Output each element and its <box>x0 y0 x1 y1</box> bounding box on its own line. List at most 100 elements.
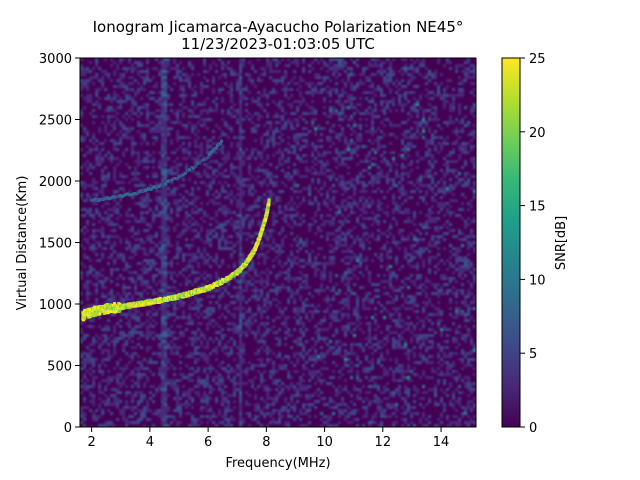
echo-cell <box>107 197 111 201</box>
echo-cell <box>122 306 126 310</box>
y-tick-label: 0 <box>64 421 72 436</box>
echo-cell <box>118 302 122 306</box>
echo-cell <box>214 146 218 150</box>
heatmap-plot-area <box>80 58 476 427</box>
echo-cell <box>160 183 164 187</box>
echo-cell <box>256 240 260 244</box>
echo-cell <box>126 192 130 196</box>
echo-cell <box>187 168 191 172</box>
colorbar-label: SNR[dB] <box>554 216 569 270</box>
echo-cell <box>131 192 135 196</box>
chart-title: Ionogram Jicamarca-Ayacucho Polarization… <box>93 18 464 36</box>
echo-cell <box>206 155 210 159</box>
echo-cell <box>105 303 109 307</box>
echo-cell <box>91 311 95 315</box>
echo-cell <box>118 309 122 313</box>
echo-cell <box>141 190 145 194</box>
x-tick-label: 14 <box>433 435 450 450</box>
echo-cell <box>103 307 107 311</box>
echo-cell <box>122 193 126 197</box>
echo-cell <box>159 183 163 187</box>
colorbar-tick-label: 5 <box>529 347 537 362</box>
echo-cell <box>170 295 174 299</box>
echo-cell <box>232 274 236 278</box>
echo-cell <box>132 301 136 305</box>
noise-background <box>80 58 476 427</box>
echo-cell <box>235 272 239 276</box>
echo-cell <box>83 316 87 320</box>
echo-cell <box>93 197 97 201</box>
echo-cell <box>220 139 224 143</box>
echo-cell <box>202 286 206 290</box>
echo-cell <box>124 192 128 196</box>
echo-cell <box>245 260 249 264</box>
echo-cell <box>108 303 112 307</box>
echo-cell <box>98 312 102 316</box>
echo-cell <box>104 304 108 308</box>
echo-cell <box>198 161 202 165</box>
echo-cell <box>179 173 183 177</box>
echo-cell <box>211 285 215 289</box>
chart-subtitle: 11/23/2023-01:03:05 UTC <box>181 35 375 53</box>
y-tick-label: 2000 <box>39 175 72 190</box>
echo-cell <box>196 162 200 166</box>
echo-cell <box>192 166 196 170</box>
x-tick-label: 4 <box>146 435 154 450</box>
echo-cell <box>154 185 158 189</box>
colorbar-tick-label: 25 <box>529 52 546 67</box>
echo-cell <box>211 149 215 153</box>
echo-cell <box>202 158 206 162</box>
colorbar-ticks: 0 5 10 15 20 25 <box>520 52 546 436</box>
echo-cell <box>266 206 270 210</box>
echo-cell <box>176 296 180 300</box>
echo-cell <box>264 216 268 220</box>
echo-cell <box>189 165 193 169</box>
echo-cell <box>109 196 113 200</box>
echo-cell <box>117 306 121 310</box>
echo-cell <box>93 305 97 309</box>
echo-cell <box>267 202 271 206</box>
y-tick-label: 500 <box>47 360 72 375</box>
echo-cell <box>254 247 258 251</box>
echo-cell <box>204 157 208 161</box>
colorbar <box>501 57 521 428</box>
echo-cell <box>113 302 117 306</box>
echo-cell <box>95 311 99 315</box>
echo-cell <box>105 306 109 310</box>
echo-cell <box>149 187 153 191</box>
echo-cell <box>167 179 171 183</box>
echo-cell <box>183 171 187 175</box>
echo-cell <box>120 194 124 198</box>
echo-cell <box>134 304 138 308</box>
echo-cell <box>230 274 234 278</box>
echo-cell <box>82 318 86 322</box>
y-axis: 0 500 1000 1500 2000 2500 3000 <box>39 52 80 436</box>
echo-cell <box>172 177 176 181</box>
echo-cell <box>215 283 219 287</box>
echo-cell <box>116 304 120 308</box>
y-tick-label: 1500 <box>39 237 72 252</box>
echo-cell <box>259 232 263 236</box>
echo-cell <box>88 307 92 311</box>
echo-cell <box>200 159 204 163</box>
echo-cell <box>130 193 134 197</box>
echo-cell <box>157 185 161 189</box>
colorbar-tick-label: 0 <box>529 421 537 436</box>
echo-cell <box>114 310 118 314</box>
echo-cell <box>185 169 189 173</box>
echo-cell <box>109 310 113 314</box>
echo-cell <box>92 314 96 318</box>
echo-cell <box>99 309 103 313</box>
echo-cell <box>170 178 174 182</box>
echo-cell <box>91 309 95 313</box>
x-tick-label: 8 <box>262 435 270 450</box>
echo-cell <box>107 309 111 313</box>
echo-cell <box>262 223 266 227</box>
x-tick-label: 10 <box>316 435 333 450</box>
echo-cell <box>261 226 265 230</box>
echo-cell <box>113 303 117 307</box>
echo-cell <box>162 182 166 186</box>
echo-cell <box>110 306 114 310</box>
echo-cell <box>155 184 159 188</box>
